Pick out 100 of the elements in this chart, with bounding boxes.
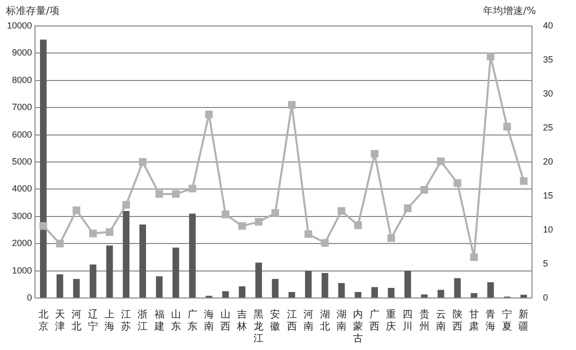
bar [272,278,279,298]
point [39,222,48,230]
point [354,221,362,230]
point [106,228,114,236]
bar [106,246,113,298]
y-tick-label: 6000 [12,129,32,140]
x-tick-label: 安徽 [270,308,280,333]
point [89,230,97,238]
y-tick-label: 7000 [12,102,32,112]
x-tick-label: 湖北 [320,308,330,333]
y2-tick-label: 0 [542,292,548,302]
point [520,177,528,185]
point [72,206,80,214]
x-tick-label: 北京 [38,308,48,333]
x-tick-label: 海南 [204,308,214,333]
x-tick-label: 重庆 [386,308,396,333]
point [188,184,196,192]
point [172,190,180,198]
bar [189,214,196,298]
point [321,239,329,247]
bar [421,294,428,298]
bar [338,283,345,298]
bar [322,272,328,298]
x-tick-label: 贵州 [419,308,430,333]
y-tick-label: 5000 [12,156,32,166]
x-tick-label: 河南 [303,308,314,333]
bar [122,210,130,298]
y2-tick-label: 5 [542,258,548,268]
x-tick-label: 辽宁 [88,308,98,333]
point [222,210,230,218]
y-tick-label: 8000 [12,74,32,85]
x-tick-label: 青海 [486,308,496,333]
y-tick-label: 10000 [6,20,32,30]
y2-tick-label: 35 [542,54,554,64]
x-tick-label: 甘肃 [469,308,480,333]
y2-tick-label: 25 [542,122,554,132]
x-tick-label: 江苏 [121,308,132,333]
y-tick-label: 4000 [12,184,32,194]
bar [156,276,163,298]
point [503,122,511,130]
y-tick-label: 2000 [12,238,32,248]
point [254,218,262,226]
x-tick-label: 四川 [402,310,413,333]
bar [238,286,246,298]
bar [487,282,494,298]
y2-tick-label: 20 [542,156,554,166]
x-tick-label: 宁夏 [502,308,512,333]
point [56,240,64,248]
bar [255,262,262,298]
bar [454,278,461,298]
x-tick-label: 山西 [220,308,231,333]
point [404,204,412,212]
point [338,207,346,215]
point [155,190,164,198]
bar [371,287,378,298]
x-tick-label: 河北 [71,308,82,333]
x-tick-label: 山东 [170,308,181,333]
x-tick-label: 云南 [436,310,446,333]
bar [404,270,412,298]
y2-tick-label: 30 [542,88,554,98]
bar [520,294,528,298]
y2-tick-label: 40 [542,20,554,30]
point [138,158,147,166]
point [486,52,494,60]
point [304,230,312,238]
y2-tick-label: 10 [542,224,554,234]
point [271,209,280,217]
point [238,222,246,230]
bar [40,40,47,298]
point [454,179,462,187]
point [470,253,478,262]
point [288,101,296,109]
y-tick-label: 9000 [12,48,32,58]
x-tick-label: 内蒙古 [353,308,364,345]
x-tick-label: 新疆 [518,308,529,333]
bar [470,293,478,298]
bar [438,290,444,298]
point [370,150,378,158]
bar [172,248,180,298]
bar [73,278,80,298]
bar [288,292,296,298]
y2-axis-title: 年均增速/% [483,4,536,18]
point [387,234,396,242]
bar [139,224,146,298]
x-tick-label: 广东 [187,308,198,333]
x-tick-label: 陕西 [452,308,462,333]
bar [56,274,64,298]
y2-tick-label: 15 [542,190,554,200]
bar [388,288,394,298]
x-tick-label: 浙江 [138,308,148,333]
bar [222,291,229,298]
bar [305,270,312,298]
point [420,186,428,194]
point [205,110,213,118]
y-tick-label: 0 [27,292,32,302]
y-tick-label: 3000 [12,210,32,221]
y-tick-label: 1000 [12,265,32,276]
bar [354,292,362,298]
point [122,201,130,209]
y-axis-title: 标准存量/项 [6,4,60,18]
